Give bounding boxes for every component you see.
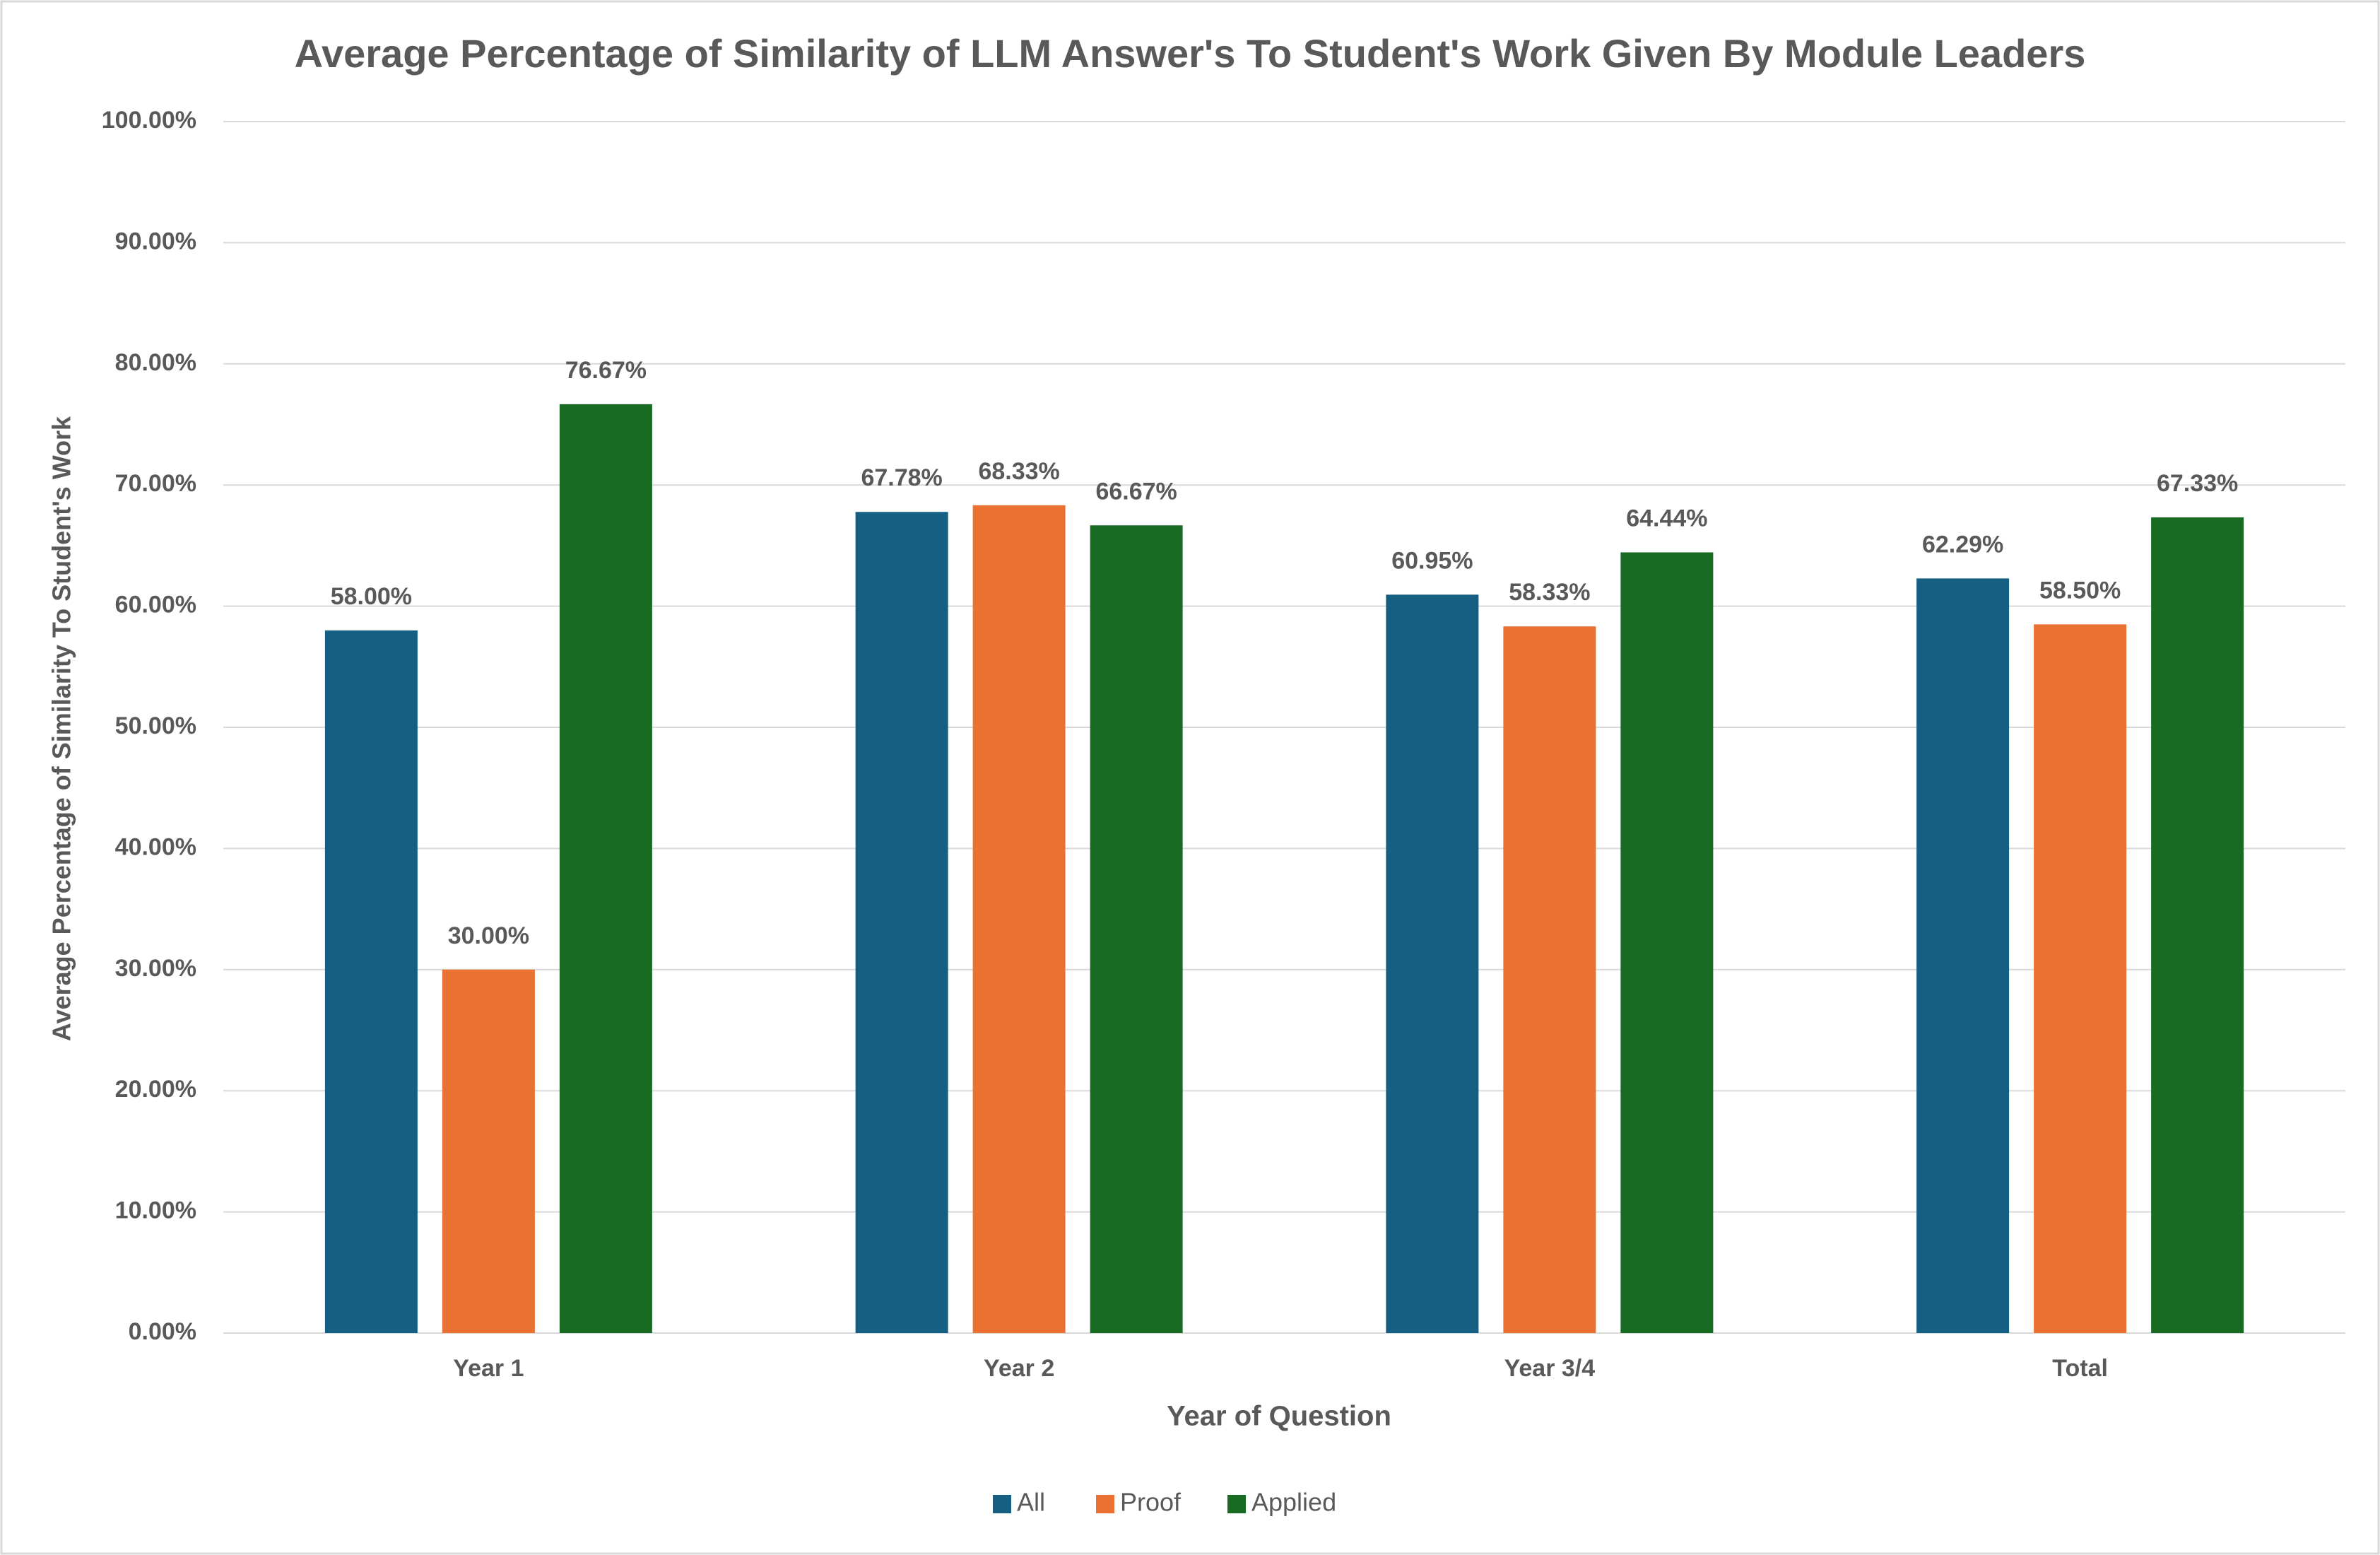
data-label: 67.33% (2157, 470, 2238, 497)
data-label: 58.33% (1509, 579, 1590, 606)
data-label: 76.67% (565, 357, 647, 384)
data-label: 60.95% (1391, 547, 1473, 574)
y-tick-label: 20.00% (115, 1076, 196, 1103)
chart-title: Average Percentage of Similarity of LLM … (295, 31, 2086, 76)
bar (855, 512, 948, 1334)
y-tick-label: 90.00% (115, 228, 196, 254)
y-tick-label: 40.00% (115, 833, 196, 860)
bar (1916, 578, 2010, 1334)
bar (1620, 552, 1714, 1333)
data-label: 67.78% (861, 464, 942, 491)
data-label: 66.67% (1095, 478, 1177, 505)
x-tick-label: Total (2052, 1355, 2108, 1382)
legend-label: Proof (1120, 1488, 1182, 1517)
bar (1090, 525, 1183, 1334)
x-tick-label: Year 2 (984, 1355, 1054, 1382)
bar (1386, 594, 1479, 1333)
bar (1503, 626, 1596, 1333)
bar (2151, 517, 2244, 1333)
y-axis-title: Average Percentage of Similarity To Stud… (47, 416, 76, 1041)
y-tick-label: 50.00% (115, 712, 196, 739)
bar (559, 404, 652, 1333)
bar (442, 969, 535, 1333)
data-label: 58.00% (331, 583, 412, 610)
bar (2034, 624, 2127, 1333)
y-tick-label: 80.00% (115, 349, 196, 376)
data-label: 68.33% (978, 458, 1059, 485)
legend-label: All (1017, 1488, 1045, 1517)
y-tick-label: 30.00% (115, 955, 196, 982)
x-axis-title: Year of Question (1167, 1401, 1391, 1432)
data-label: 58.50% (2039, 577, 2121, 604)
bar (972, 505, 1066, 1334)
data-label: 62.29% (1922, 531, 2003, 558)
y-tick-label: 70.00% (115, 470, 196, 497)
y-tick-label: 0.00% (129, 1318, 196, 1345)
legend-swatch (1227, 1495, 1246, 1513)
data-label: 30.00% (448, 922, 529, 949)
data-label: 64.44% (1626, 505, 1707, 532)
y-tick-label: 100.00% (102, 107, 196, 134)
legend-swatch (993, 1495, 1011, 1513)
y-tick-label: 60.00% (115, 592, 196, 618)
bar (324, 630, 418, 1333)
legend-swatch (1096, 1495, 1114, 1513)
x-tick-label: Year 1 (453, 1355, 524, 1382)
x-tick-label: Year 3/4 (1504, 1355, 1596, 1382)
legend-label: Applied (1251, 1488, 1336, 1517)
y-tick-label: 10.00% (115, 1197, 196, 1224)
